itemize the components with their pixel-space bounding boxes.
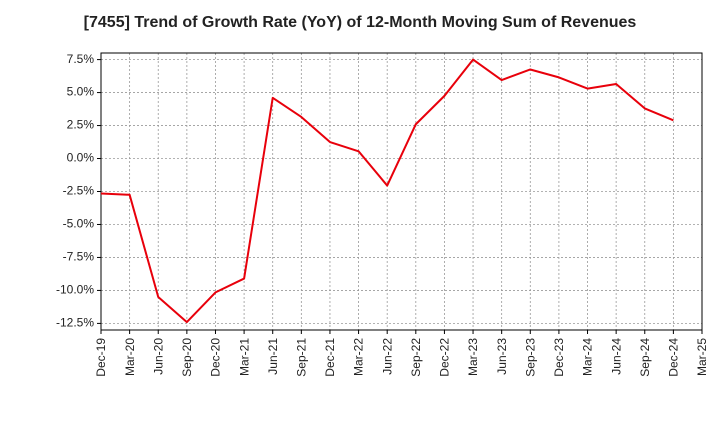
x-tick-label: Dec-24	[667, 338, 681, 377]
x-tick-label: Sep-23	[523, 338, 537, 377]
grid	[101, 53, 702, 330]
y-tick-label: 5.0%	[67, 85, 95, 99]
x-tick-label: Dec-20	[209, 338, 223, 377]
x-tick-label: Jun-22	[380, 338, 394, 375]
x-tick-label: Mar-22	[352, 338, 366, 376]
x-tick-label: Sep-21	[295, 338, 309, 377]
x-tick-label: Dec-23	[552, 338, 566, 377]
x-tick-label: Dec-19	[94, 338, 108, 377]
x-tick-label: Dec-22	[438, 338, 452, 377]
y-tick-label: 2.5%	[67, 118, 95, 132]
y-tick-label: -12.5%	[56, 316, 94, 330]
x-tick-label: Mar-21	[237, 338, 251, 376]
series-layer	[100, 58, 674, 324]
x-tick-label: Sep-20	[180, 338, 194, 377]
y-tick-label: -10.0%	[56, 283, 94, 297]
x-tick-label: Mar-20	[123, 338, 137, 376]
x-tick-label: Mar-23	[466, 338, 480, 376]
y-tick-label: -2.5%	[63, 184, 95, 198]
chart-title: [7455] Trend of Growth Rate (YoY) of 12-…	[83, 14, 637, 31]
x-tick-label: Jun-23	[495, 338, 509, 375]
x-tick-label: Jun-24	[609, 338, 623, 375]
x-tick-label: Mar-25	[695, 338, 709, 376]
y-tick-label: -5.0%	[63, 217, 95, 231]
y-tick-label: 7.5%	[67, 52, 95, 66]
x-tick-label: Sep-24	[638, 338, 652, 377]
x-tick-label: Mar-24	[581, 338, 595, 376]
y-tick-label: -7.5%	[63, 250, 95, 264]
x-tick-label: Sep-22	[409, 338, 423, 377]
y-axis: 7.5% 5.0% 2.5% 0.0% -2.5% -5.0% -7.5% -10.0% -12…	[56, 52, 101, 330]
x-axis: Dec-19 Mar-20 Jun-20 Sep-20 Dec-20 Mar-21 Jun-…	[94, 330, 709, 377]
x-tick-label: Dec-21	[323, 338, 337, 377]
y-tick-label: 0.0%	[67, 151, 95, 165]
x-tick-label: Jun-20	[151, 338, 165, 375]
x-tick-label: Jun-21	[266, 338, 280, 375]
